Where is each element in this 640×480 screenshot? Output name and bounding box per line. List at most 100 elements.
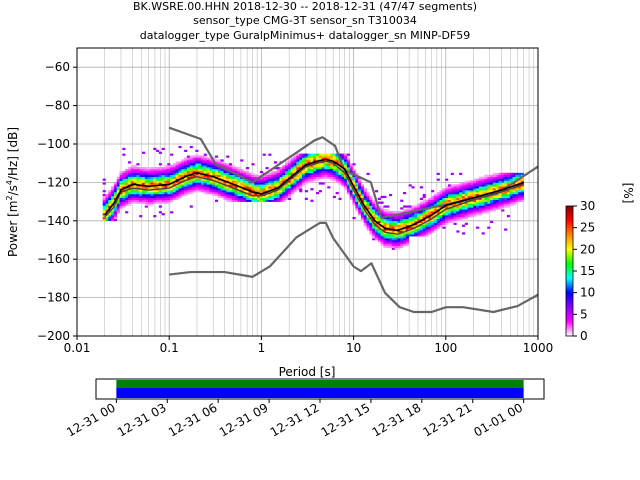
- density-cell: [366, 195, 370, 199]
- density-cell: [200, 184, 205, 187]
- density-cell: [167, 163, 171, 166]
- density-cell: [200, 182, 205, 185]
- density-cell: [481, 211, 485, 214]
- density-cell: [501, 193, 505, 197]
- density-cell: [492, 195, 496, 199]
- density-cell: [344, 167, 348, 170]
- density-cell: [299, 174, 303, 177]
- density-cell: [189, 190, 193, 193]
- density-cell: [200, 168, 205, 172]
- density-cell: [405, 241, 409, 245]
- density-cell: [481, 188, 485, 191]
- density-cell: [501, 182, 505, 185]
- density-cell: [386, 222, 390, 225]
- density-cell: [355, 207, 359, 210]
- density-cell: [335, 174, 339, 177]
- density-cell: [113, 211, 118, 214]
- density-cell: [360, 199, 365, 202]
- density-cell: [130, 165, 134, 168]
- density-cell: [206, 157, 210, 160]
- density-cell: [481, 184, 485, 187]
- density-cell: [259, 199, 263, 202]
- density-cell: [223, 176, 227, 179]
- density-cell: [293, 182, 297, 185]
- density-cell: [231, 180, 235, 183]
- density-cell: [122, 184, 126, 187]
- density-cell: [467, 207, 471, 210]
- density-cell: [237, 168, 241, 172]
- density-cell: [366, 224, 370, 227]
- density-cell: [417, 211, 421, 214]
- density-cell: [287, 197, 292, 200]
- density-cell: [200, 170, 205, 174]
- density-cell: [198, 157, 202, 160]
- density-cell: [473, 215, 477, 218]
- density-cell: [150, 197, 154, 200]
- density-cell: [285, 163, 289, 166]
- density-cell: [391, 238, 395, 241]
- density-cell: [262, 176, 266, 179]
- density-cell: [248, 195, 252, 199]
- density-cell: [349, 186, 353, 189]
- density-cell: [158, 174, 162, 177]
- density-cell: [217, 163, 221, 166]
- density-cell: [506, 215, 510, 218]
- density-cell: [153, 180, 157, 183]
- density-cell: [405, 218, 409, 222]
- density-cell: [476, 213, 480, 216]
- density-cell: [459, 184, 463, 187]
- density-cell: [346, 188, 350, 191]
- density-cell: [184, 172, 188, 176]
- density-cell: [167, 178, 171, 181]
- density-cell: [144, 180, 148, 183]
- density-cell: [273, 186, 278, 189]
- density-cell: [139, 192, 143, 195]
- density-cell: [217, 176, 221, 179]
- density-cell: [459, 192, 463, 195]
- density-cell: [360, 211, 365, 214]
- density-cell: [161, 199, 165, 202]
- density-cell: [251, 178, 255, 181]
- density-cell: [234, 178, 238, 181]
- density-cell: [282, 180, 286, 183]
- density-cell: [231, 193, 235, 197]
- density-cell: [217, 170, 221, 174]
- density-cell: [330, 176, 334, 179]
- density-cell: [144, 203, 148, 206]
- density-cell: [257, 195, 261, 199]
- density-cell: [520, 188, 525, 191]
- density-cell: [425, 224, 429, 227]
- density-cell: [391, 245, 395, 248]
- density-cell: [271, 184, 275, 187]
- density-cell: [509, 203, 513, 206]
- density-cell: [130, 188, 134, 191]
- density-cell: [316, 157, 320, 160]
- density-cell: [476, 190, 480, 193]
- density-cell: [229, 172, 233, 176]
- density-cell: [170, 153, 174, 156]
- density-cell: [355, 188, 359, 191]
- density-cell: [310, 159, 314, 162]
- density-cell: [377, 205, 381, 208]
- density-cell: [153, 182, 157, 185]
- density-cell: [324, 159, 328, 162]
- density-cell: [363, 190, 367, 193]
- density-cell: [456, 230, 460, 233]
- density-cell: [209, 172, 213, 176]
- density-cell: [130, 174, 134, 177]
- density-cell: [164, 174, 168, 177]
- density-cell: [147, 199, 151, 202]
- density-cell: [388, 240, 393, 243]
- density-cell: [520, 197, 525, 200]
- density-cell: [467, 211, 471, 214]
- density-cell: [464, 184, 468, 187]
- density-cell: [209, 192, 213, 195]
- density-cell: [456, 190, 460, 193]
- density-cell: [273, 192, 278, 195]
- density-cell: [301, 176, 306, 179]
- density-cell: [170, 170, 174, 174]
- density-cell: [464, 216, 468, 220]
- density-cell: [400, 220, 404, 224]
- density-cell: [316, 176, 320, 179]
